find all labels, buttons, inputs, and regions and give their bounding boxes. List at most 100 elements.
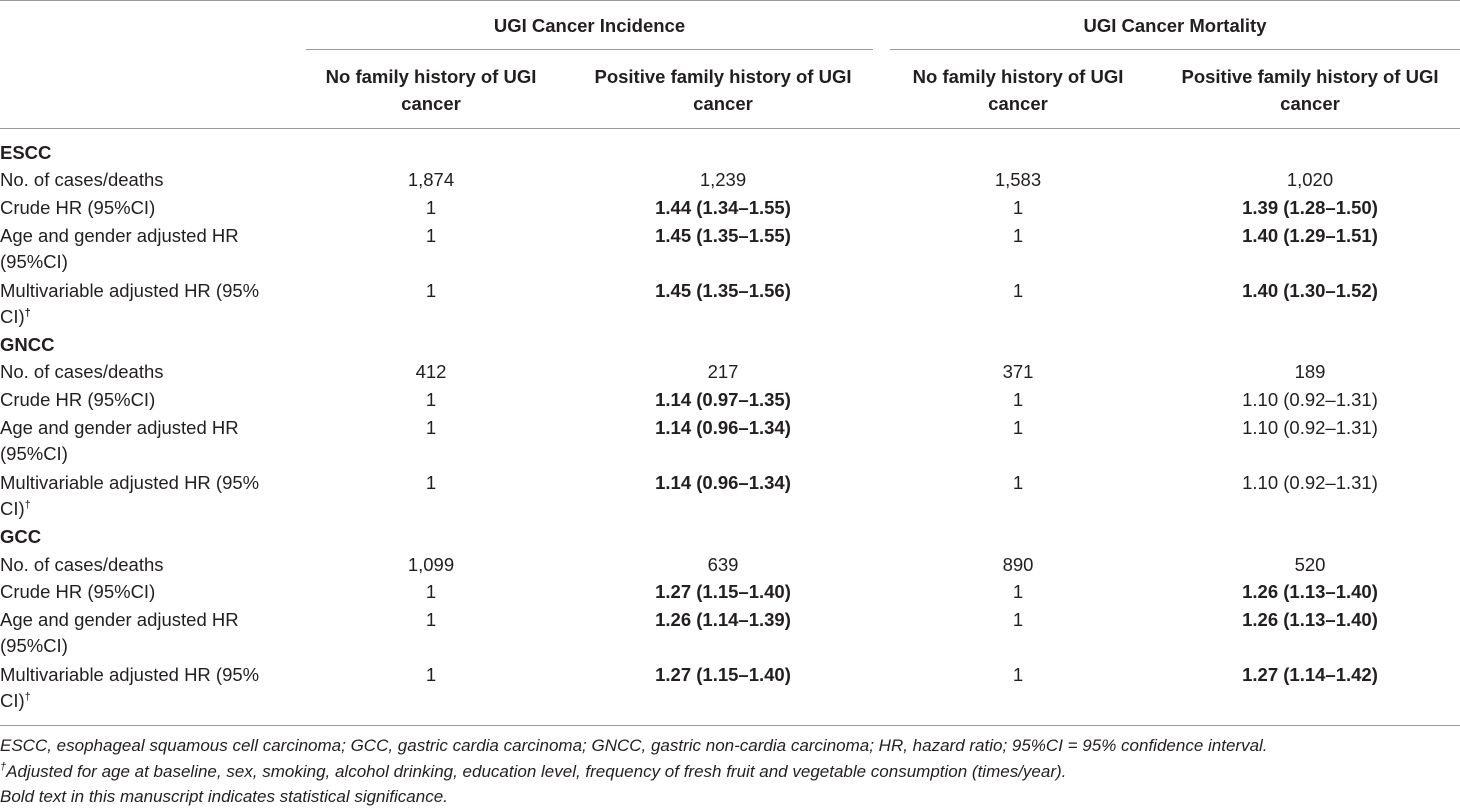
row-label-multivariable-hr: Multivariable adjusted HR (95% CI)† bbox=[0, 662, 259, 714]
table-cell: 1 bbox=[1012, 225, 1024, 246]
row-label-text: CI) bbox=[0, 498, 25, 519]
row-label-text: CI) bbox=[0, 690, 25, 711]
col-header-line: cancer bbox=[1280, 93, 1340, 114]
col-header-line: Positive family history of UGI bbox=[594, 66, 852, 87]
row-label-multivariable-hr: Multivariable adjusted HR (95% CI)† bbox=[0, 278, 259, 330]
table-cell: 1.10 (0.92–1.31) bbox=[1242, 417, 1378, 438]
table-cell: 1 bbox=[1012, 664, 1024, 685]
table-cell: 1 bbox=[425, 664, 437, 685]
table-cell: 1 bbox=[1012, 609, 1024, 630]
col-header-line: cancer bbox=[988, 93, 1048, 114]
table-cell: 371 bbox=[1002, 361, 1034, 382]
table-cell-significant: 1.39 (1.28–1.50) bbox=[1242, 197, 1378, 218]
row-label-crude-hr: Crude HR (95%CI) bbox=[0, 581, 156, 602]
table-cell: 189 bbox=[1294, 361, 1326, 382]
incidence-group-rule bbox=[306, 49, 873, 50]
dagger-mark: † bbox=[0, 761, 7, 773]
dagger-mark: † bbox=[24, 307, 31, 319]
row-label-line: Age and gender adjusted HR bbox=[0, 417, 239, 438]
table-cell-significant: 1.14 (0.96–1.34) bbox=[655, 417, 791, 438]
table-cell: 1.10 (0.92–1.31) bbox=[1242, 389, 1378, 410]
row-label-crude-hr: Crude HR (95%CI) bbox=[0, 197, 156, 218]
row-label-line: Multivariable adjusted HR (95% bbox=[0, 664, 260, 685]
table-cell-significant: 1.27 (1.15–1.40) bbox=[655, 581, 791, 602]
table-cell: 890 bbox=[1002, 554, 1034, 575]
table-cell: 1 bbox=[425, 581, 437, 602]
col-header-mortality-no-history: No family history of UGI cancer bbox=[893, 63, 1143, 117]
col-header-incidence-no-history: No family history of UGI cancer bbox=[306, 63, 556, 117]
group-header-mortality: UGI Cancer Mortality bbox=[1083, 15, 1267, 36]
row-label-line: CI)† bbox=[0, 304, 259, 330]
row-label-line: (95%CI) bbox=[0, 251, 68, 272]
table-cell: 1,099 bbox=[407, 554, 455, 575]
row-label-cases: No. of cases/deaths bbox=[0, 361, 164, 382]
table-cell: 1 bbox=[425, 197, 437, 218]
row-label-line: Multivariable adjusted HR (95% bbox=[0, 472, 260, 493]
row-label-text: CI) bbox=[0, 306, 25, 327]
table-cell: 1.10 (0.92–1.31) bbox=[1242, 472, 1378, 493]
row-label-line: (95%CI) bbox=[0, 443, 68, 464]
footnote-bold-note: Bold text in this manuscript indicates s… bbox=[0, 787, 448, 806]
table-cell: 412 bbox=[415, 361, 447, 382]
table-cell: 1,583 bbox=[994, 169, 1042, 190]
row-label-age-gender-hr: Age and gender adjusted HR (95%CI) bbox=[0, 415, 239, 467]
table-cell: 1 bbox=[1012, 417, 1024, 438]
table-cell: 1 bbox=[425, 609, 437, 630]
table-cell: 1,239 bbox=[699, 169, 747, 190]
group-header-incidence: UGI Cancer Incidence bbox=[493, 15, 686, 36]
dagger-mark: † bbox=[24, 691, 31, 703]
table-cell: 1 bbox=[425, 280, 437, 301]
row-label-crude-hr: Crude HR (95%CI) bbox=[0, 389, 156, 410]
row-label-age-gender-hr: Age and gender adjusted HR (95%CI) bbox=[0, 607, 239, 659]
table-cell: 217 bbox=[707, 361, 739, 382]
table-top-rule bbox=[0, 0, 1460, 1]
row-label-cases: No. of cases/deaths bbox=[0, 554, 164, 575]
row-label-line: CI)† bbox=[0, 688, 259, 714]
header-bottom-rule bbox=[0, 128, 1460, 129]
table-cell-significant: 1.40 (1.29–1.51) bbox=[1242, 225, 1378, 246]
section-label-gcc: GCC bbox=[0, 526, 42, 547]
table-bottom-rule bbox=[0, 725, 1460, 726]
row-label-line: CI)† bbox=[0, 496, 259, 522]
table-cell: 1 bbox=[1012, 280, 1024, 301]
row-label-line: Age and gender adjusted HR bbox=[0, 225, 239, 246]
table-cell: 1 bbox=[425, 417, 437, 438]
row-label-multivariable-hr: Multivariable adjusted HR (95% CI)† bbox=[0, 470, 259, 522]
table-cell-significant: 1.26 (1.14–1.39) bbox=[655, 609, 791, 630]
table-cell-significant: 1.14 (0.96–1.34) bbox=[655, 472, 791, 493]
row-label-line: Multivariable adjusted HR (95% bbox=[0, 280, 260, 301]
footnote-adjustment-text: Adjusted for age at baseline, sex, smoki… bbox=[6, 762, 1067, 781]
table-cell-significant: 1.27 (1.14–1.42) bbox=[1242, 664, 1378, 685]
row-label-age-gender-hr: Age and gender adjusted HR (95%CI) bbox=[0, 223, 239, 275]
section-label-escc: ESCC bbox=[0, 142, 52, 163]
col-header-line: No family history of UGI bbox=[325, 66, 537, 87]
table-cell-significant: 1.40 (1.30–1.52) bbox=[1242, 280, 1378, 301]
table-cell: 1 bbox=[425, 225, 437, 246]
row-label-cases: No. of cases/deaths bbox=[0, 169, 164, 190]
row-label-line: (95%CI) bbox=[0, 635, 68, 656]
table-cell-significant: 1.44 (1.34–1.55) bbox=[655, 197, 791, 218]
table-cell-significant: 1.45 (1.35–1.56) bbox=[655, 280, 791, 301]
section-label-gncc: GNCC bbox=[0, 334, 55, 355]
dagger-mark: † bbox=[24, 499, 31, 511]
table-cell: 1 bbox=[425, 389, 437, 410]
table-cell: 520 bbox=[1294, 554, 1326, 575]
mortality-group-rule bbox=[890, 49, 1460, 50]
col-header-incidence-positive-history: Positive family history of UGI cancer bbox=[573, 63, 873, 117]
footnote-abbreviations: ESCC, esophageal squamous cell carcinoma… bbox=[0, 736, 1268, 755]
table-cell: 1 bbox=[1012, 197, 1024, 218]
table-cell: 639 bbox=[707, 554, 739, 575]
table-cell-significant: 1.26 (1.13–1.40) bbox=[1242, 581, 1378, 602]
table-cell-significant: 1.45 (1.35–1.55) bbox=[655, 225, 791, 246]
table-cell-significant: 1.26 (1.13–1.40) bbox=[1242, 609, 1378, 630]
table-cell: 1 bbox=[425, 472, 437, 493]
col-header-line: No family history of UGI bbox=[912, 66, 1124, 87]
table-cell: 1 bbox=[1012, 581, 1024, 602]
table-cell: 1,020 bbox=[1286, 169, 1334, 190]
col-header-mortality-positive-history: Positive family history of UGI cancer bbox=[1160, 63, 1460, 117]
table-cell-significant: 1.27 (1.15–1.40) bbox=[655, 664, 791, 685]
col-header-line: Positive family history of UGI bbox=[1181, 66, 1439, 87]
table-cell: 1 bbox=[1012, 389, 1024, 410]
row-label-line: Age and gender adjusted HR bbox=[0, 609, 239, 630]
col-header-line: cancer bbox=[401, 93, 461, 114]
